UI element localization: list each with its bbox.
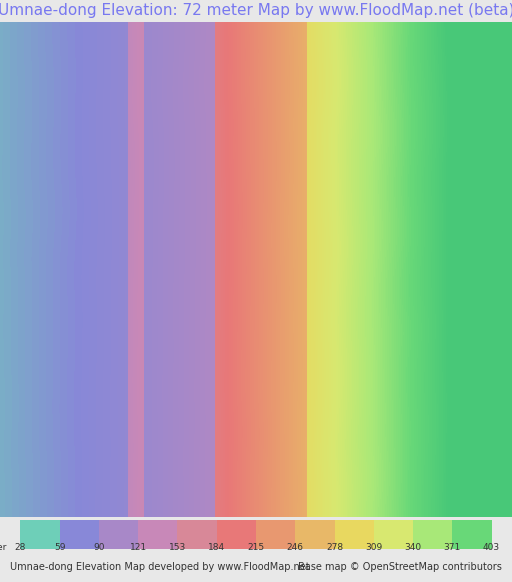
Text: Base map © OpenStreetMap contributors: Base map © OpenStreetMap contributors [298, 562, 502, 572]
Text: 28: 28 [15, 543, 26, 552]
Text: 403: 403 [483, 543, 500, 552]
Bar [452, 520, 492, 549]
Text: 371: 371 [443, 543, 461, 552]
Text: 309: 309 [365, 543, 382, 552]
Text: 184: 184 [208, 543, 225, 552]
Text: Umnae-dong Elevation Map developed by www.FloodMap.net: Umnae-dong Elevation Map developed by ww… [10, 562, 310, 572]
Bar [295, 520, 334, 549]
Text: 59: 59 [54, 543, 66, 552]
Text: 153: 153 [169, 543, 186, 552]
Bar [178, 520, 217, 549]
Bar [20, 520, 60, 549]
Bar [256, 520, 295, 549]
Text: 90: 90 [93, 543, 105, 552]
Bar [60, 520, 99, 549]
Text: 215: 215 [247, 543, 265, 552]
Bar [217, 520, 256, 549]
Bar [99, 520, 138, 549]
Text: 121: 121 [130, 543, 147, 552]
Bar [374, 520, 413, 549]
Bar [138, 520, 178, 549]
Bar [334, 520, 374, 549]
Text: 340: 340 [404, 543, 421, 552]
Text: 246: 246 [287, 543, 304, 552]
Text: meter: meter [0, 543, 6, 552]
Text: Umnae-dong Elevation: 72 meter Map by www.FloodMap.net (beta): Umnae-dong Elevation: 72 meter Map by ww… [0, 3, 512, 19]
Text: 278: 278 [326, 543, 343, 552]
Bar [413, 520, 452, 549]
